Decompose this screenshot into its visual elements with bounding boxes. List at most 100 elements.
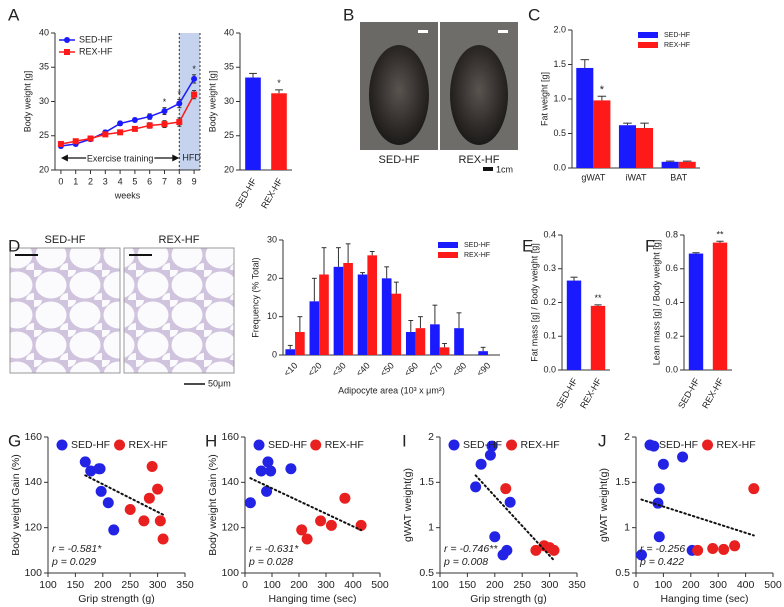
legend-marker [114, 439, 126, 451]
x-tick-label: 4 [118, 176, 123, 186]
point [131, 125, 138, 132]
x-tick-label: 3 [103, 176, 108, 186]
x-tick-label: 100 [431, 579, 449, 591]
significance: * [600, 84, 605, 96]
y-tick-label: 0.8 [665, 229, 678, 239]
x-axis-label: Adipocyte area (10³ x μm²) [338, 385, 445, 395]
y-axis-label: Body weight [g] [207, 71, 217, 133]
x-tick-label: 200 [290, 579, 308, 591]
y-tick-label: 100 [24, 567, 42, 579]
y-tick-label: 0.2 [665, 331, 678, 341]
y-tick-label: 40 [39, 27, 49, 37]
point [255, 465, 267, 477]
bar [309, 301, 320, 355]
x-tick-label: 8 [177, 176, 182, 186]
point [296, 524, 308, 536]
bar [593, 100, 611, 168]
x-tick-label: SED-HF [554, 376, 580, 410]
y-axis-label: Body weight [g] [22, 71, 32, 133]
annotation: p = 0.008 [443, 556, 488, 568]
bar [271, 93, 287, 170]
y-tick-label: 140 [221, 476, 239, 488]
x-tick-label: 2 [88, 176, 93, 186]
panel-letter: C [528, 5, 540, 24]
trend-line [474, 474, 555, 562]
y-tick-label: 1.5 [553, 59, 566, 69]
y-tick-label: 1.5 [615, 476, 630, 488]
point [124, 504, 136, 516]
annotation: Exercise training [87, 153, 154, 163]
x-tick-label: 200 [94, 579, 112, 591]
point [301, 533, 313, 545]
point [748, 483, 760, 495]
y-tick-label: 0.5 [615, 567, 630, 579]
significance: * [178, 89, 182, 99]
legend-swatch [438, 242, 458, 248]
scale-bar [498, 30, 508, 33]
x-tick-label: 500 [371, 579, 389, 591]
x-tick-label: 300 [541, 579, 559, 591]
legend-marker [56, 439, 68, 451]
significance: ** [716, 230, 724, 240]
x-tick-label: 250 [121, 579, 139, 591]
annotation: p = 0.422 [639, 556, 684, 568]
legend-marker [702, 439, 714, 451]
bar [245, 77, 261, 170]
legend-label: REX-HF [79, 46, 113, 56]
x-axis-label: weeks [114, 190, 141, 200]
point [657, 458, 669, 470]
point [265, 465, 277, 477]
y-tick-label: 160 [221, 431, 239, 443]
x-tick-label: iWAT [626, 172, 647, 182]
x-tick-label: 400 [737, 579, 755, 591]
histology-label: REX-HF [159, 234, 200, 246]
point [707, 543, 719, 555]
point [244, 497, 256, 509]
point [72, 138, 79, 145]
x-axis-label: Grip strength (g) [470, 593, 546, 605]
x-tick-label: REX-HF [259, 176, 285, 210]
y-tick-label: 0.4 [665, 297, 678, 307]
photo-panel: B SED-HF REX-HF 1cm [343, 5, 518, 174]
y-tick-label: 25 [39, 130, 49, 140]
legend-label: REX-HF [521, 439, 560, 451]
y-axis-label: Fat mass [g] / Body weight [g] [529, 243, 539, 362]
y-tick-label: 1 [428, 521, 434, 533]
annotation: r = -0.581* [52, 543, 102, 555]
point [94, 463, 106, 475]
y-tick-label: 140 [24, 476, 42, 488]
point [154, 515, 166, 527]
scale-bar [418, 30, 428, 33]
bar [688, 253, 704, 370]
legend-label: SED-HF [71, 439, 110, 451]
y-axis-label: Frequency (% Total) [250, 257, 260, 337]
bar [319, 274, 329, 355]
series-line [60, 94, 195, 145]
point [484, 449, 496, 461]
legend-marker [644, 439, 656, 451]
x-tick-label: 300 [317, 579, 335, 591]
panel-letter: F [645, 236, 655, 255]
point [501, 544, 513, 556]
bar [454, 328, 464, 355]
significance: * [277, 78, 281, 88]
x-axis-label: Grip strength (g) [78, 593, 154, 605]
annotation: r = -0.746** [444, 543, 498, 555]
scale-bar [483, 167, 493, 171]
point [530, 544, 542, 556]
legend-marker [506, 439, 518, 451]
legend-label: REX-HF [717, 439, 756, 451]
y-tick-label: 1.5 [419, 476, 434, 488]
point [504, 496, 516, 508]
y-tick-label: 1 [624, 521, 630, 533]
y-tick-label: 0.3 [543, 263, 556, 273]
point [57, 140, 64, 147]
mouse [450, 45, 508, 145]
x-tick-label: 300 [149, 579, 167, 591]
bar [439, 347, 450, 355]
x-tick-label: 300 [709, 579, 727, 591]
y-tick-label: 0.0 [665, 364, 678, 374]
x-tick-label: SED-HF [676, 376, 702, 410]
y-axis-label: Lean mass [g] / Body weight [g] [651, 240, 661, 366]
